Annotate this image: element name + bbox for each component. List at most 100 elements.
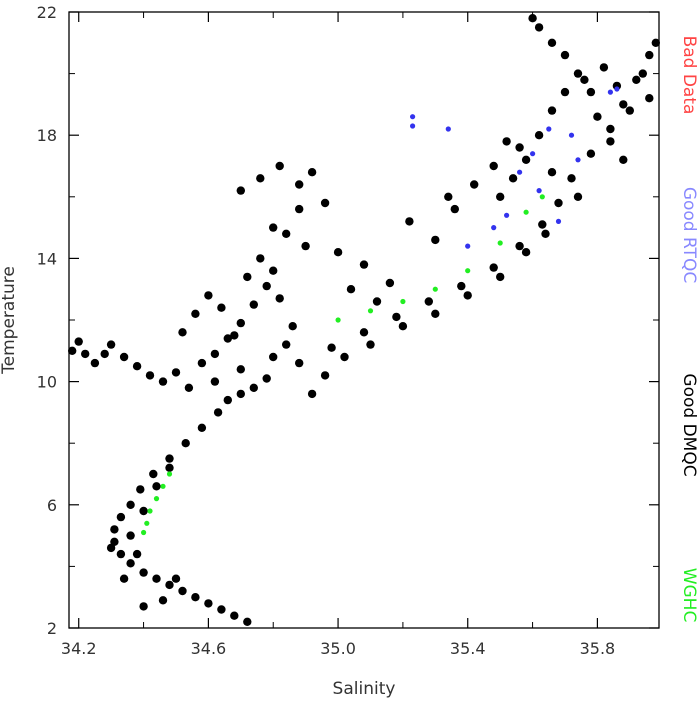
point-good-dmqc-85 (431, 309, 440, 318)
legend-item-wghc: WGHC (679, 568, 699, 623)
point-good-dmqc-45 (106, 340, 116, 349)
point-good-dmqc-123 (444, 192, 453, 201)
point-good-rtqc-9 (504, 212, 510, 218)
legend-item-good-rtqc: Good RTQC (679, 187, 699, 283)
point-good-dmqc-20 (213, 408, 223, 417)
point-good-dmqc-3 (204, 599, 213, 608)
point-wghc-12 (523, 209, 529, 215)
point-good-dmqc-7 (152, 574, 161, 583)
point-good-dmqc-66 (256, 254, 265, 263)
point-good-dmqc-74 (320, 198, 330, 208)
point-good-dmqc-53 (210, 349, 220, 359)
point-good-dmqc-65 (243, 272, 252, 282)
point-good-rtqc-10 (491, 225, 497, 231)
point-good-dmqc-8 (139, 568, 148, 577)
data-points (68, 14, 660, 626)
point-good-dmqc-26 (392, 312, 401, 322)
point-good-dmqc-112 (450, 204, 459, 214)
point-good-dmqc-93 (534, 131, 544, 140)
point-good-dmqc-29 (489, 263, 498, 272)
point-good-dmqc-43 (90, 358, 100, 368)
point-good-dmqc-38 (645, 50, 654, 60)
point-good-dmqc-28 (457, 281, 466, 291)
point-good-dmqc-137 (165, 463, 174, 472)
point-good-dmqc-139 (132, 549, 142, 559)
point-good-dmqc-82 (340, 352, 349, 362)
x-tick-label: 34.2 (61, 639, 97, 658)
point-good-dmqc-23 (295, 358, 304, 368)
point-good-dmqc-36 (619, 100, 628, 109)
point-good-dmqc-96 (573, 69, 583, 78)
point-good-dmqc-116 (515, 143, 524, 152)
point-good-dmqc-31 (538, 220, 547, 229)
point-good-rtqc-4 (530, 151, 536, 157)
y-tick-label: 14 (37, 249, 57, 268)
point-good-dmqc-128 (269, 352, 278, 362)
point-good-dmqc-40 (68, 346, 77, 355)
point-good-dmqc-126 (236, 365, 245, 374)
point-good-dmqc-68 (282, 229, 291, 238)
point-good-dmqc-89 (541, 229, 550, 238)
point-good-dmqc-135 (139, 506, 148, 516)
point-good-rtqc-12 (536, 188, 542, 194)
point-good-dmqc-27 (424, 297, 433, 306)
legend-item-good-dmqc: Good DMQC (679, 373, 699, 476)
point-good-dmqc-14 (126, 500, 135, 509)
point-good-dmqc-101 (534, 23, 544, 32)
point-good-dmqc-22 (262, 374, 271, 383)
point-good-dmqc-63 (217, 303, 226, 312)
y-tick-label: 22 (37, 3, 57, 22)
point-good-dmqc-6 (165, 580, 174, 590)
point-good-dmqc-47 (132, 362, 142, 371)
point-good-dmqc-84 (398, 322, 408, 331)
point-good-dmqc-108 (638, 69, 647, 78)
x-tick-label: 35.0 (320, 639, 356, 658)
point-good-dmqc-129 (282, 340, 291, 349)
point-wghc-2 (147, 508, 153, 514)
point-good-dmqc-21 (236, 389, 245, 399)
point-good-dmqc-98 (599, 63, 609, 72)
point-good-dmqc-72 (269, 223, 278, 232)
point-good-dmqc-133 (119, 574, 129, 583)
point-good-dmqc-97 (586, 87, 596, 97)
point-good-dmqc-105 (593, 112, 602, 121)
point-good-dmqc-110 (405, 217, 414, 226)
point-good-dmqc-125 (223, 395, 232, 405)
point-good-dmqc-69 (295, 204, 304, 214)
point-wghc-11 (497, 240, 503, 246)
point-good-dmqc-100 (528, 14, 537, 23)
point-good-dmqc-117 (547, 168, 557, 177)
point-good-rtqc-3 (517, 169, 523, 175)
point-good-dmqc-62 (204, 291, 213, 300)
point-good-dmqc-77 (359, 260, 369, 269)
y-tick-label: 6 (47, 496, 57, 515)
point-good-dmqc-17 (165, 454, 174, 463)
point-good-dmqc-37 (632, 75, 641, 85)
point-good-dmqc-52 (197, 358, 207, 368)
point-good-dmqc-44 (100, 349, 109, 359)
point-good-dmqc-83 (366, 340, 375, 349)
point-good-dmqc-25 (359, 328, 369, 337)
x-tick-label: 34.6 (191, 639, 227, 658)
point-good-dmqc-0 (243, 617, 252, 626)
point-good-dmqc-67 (269, 266, 278, 275)
point-good-dmqc-30 (515, 241, 524, 251)
point-good-dmqc-64 (230, 331, 239, 340)
point-good-dmqc-121 (295, 180, 304, 189)
point-good-dmqc-106 (606, 137, 615, 146)
point-good-dmqc-131 (158, 596, 168, 605)
point-good-dmqc-59 (288, 322, 297, 331)
point-good-dmqc-124 (210, 377, 220, 386)
point-good-dmqc-78 (372, 297, 382, 306)
point-good-dmqc-81 (320, 371, 330, 380)
point-wghc-3 (153, 496, 160, 502)
point-good-dmqc-138 (106, 543, 116, 553)
point-good-dmqc-55 (236, 318, 245, 328)
point-good-dmqc-88 (521, 248, 531, 257)
point-good-dmqc-50 (171, 368, 181, 377)
point-good-dmqc-120 (275, 161, 284, 171)
point-good-dmqc-87 (496, 272, 505, 282)
point-good-dmqc-19 (197, 423, 207, 432)
point-good-dmqc-132 (171, 574, 181, 583)
